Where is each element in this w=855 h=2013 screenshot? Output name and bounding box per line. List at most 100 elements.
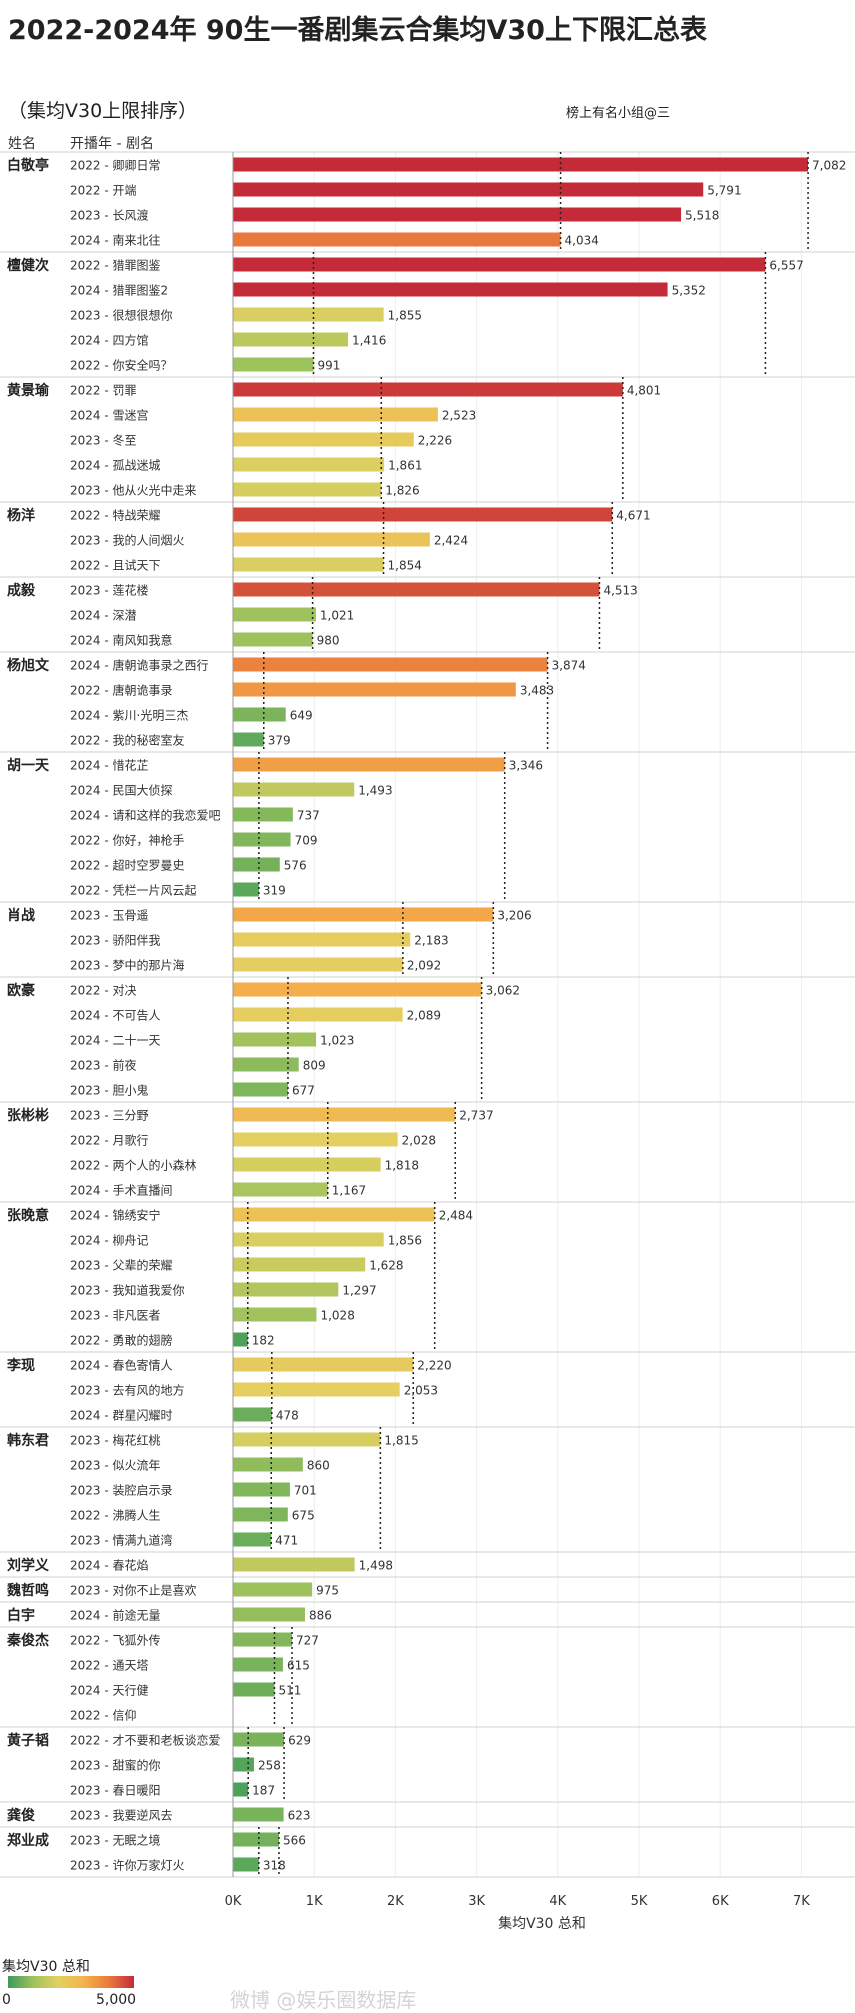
bar [233,182,704,197]
bar-value-label: 2,089 [407,1009,441,1023]
bar [233,1332,248,1347]
show-label: 2023 - 父辈的荣耀 [70,1258,173,1273]
bar-value-label: 6,557 [769,259,803,273]
bar [233,682,516,697]
header-name: 姓名 [8,136,36,152]
bar [233,1132,398,1147]
show-label: 2024 - 请和这样的我恋爱吧 [70,808,221,823]
show-label: 2023 - 我的人间烟火 [70,533,185,548]
bar-value-label: 1,167 [332,1184,366,1198]
show-label: 2024 - 孤战迷城 [70,459,161,473]
bar [233,957,403,972]
show-label: 2022 - 对决 [70,984,137,998]
bar-value-label: 1,856 [388,1234,422,1248]
bar-value-label: 1,498 [359,1559,393,1573]
show-label: 2023 - 情满九道湾 [70,1533,173,1548]
show-label: 2022 - 通天塔 [70,1659,149,1673]
show-label: 2024 - 南来北往 [70,233,161,248]
legend-min: 0 [2,1992,11,2008]
show-label: 2024 - 春花焰 [70,1558,149,1573]
bar [233,1582,313,1597]
bar-value-label: 3,062 [486,984,520,998]
group-name: 李现 [6,1357,35,1374]
group-name: 魏哲鸣 [6,1582,49,1599]
bar [233,1282,339,1297]
bar [233,632,313,647]
bar [233,407,438,422]
show-label: 2022 - 你好，神枪手 [70,833,185,848]
bar-value-label: 3,483 [520,684,554,698]
group-name: 成毅 [7,582,36,599]
bar-value-label: 2,737 [459,1109,493,1123]
bar-value-label: 5,791 [707,184,741,198]
show-label: 2023 - 很想很想你 [70,308,173,323]
bar [233,482,382,497]
bar-value-label: 258 [258,1759,281,1773]
bar-value-label: 7,082 [812,159,846,173]
bar [233,1807,284,1822]
bar-value-label: 1,297 [342,1284,376,1298]
show-label: 2022 - 沸腾人生 [70,1508,161,1523]
bar-value-label: 576 [284,859,307,873]
show-label: 2024 - 二十一天 [70,1034,161,1048]
show-label: 2022 - 卿卿日常 [70,159,161,173]
group-name: 龚俊 [7,1807,35,1824]
bar [233,1782,249,1797]
legend-title: 集均V30 总和 [2,1959,90,1975]
show-label: 2023 - 玉骨遥 [70,909,149,923]
bar-value-label: 2,523 [442,409,476,423]
bar-value-label: 1,628 [369,1259,403,1273]
bar [233,1832,279,1847]
group-name: 杨旭文 [7,657,50,674]
bar-value-label: 5,518 [685,209,719,223]
x-tick-label: 3K [468,1894,485,1909]
group-name: 胡一天 [7,757,50,774]
bar-value-label: 2,183 [414,934,448,948]
show-label: 2024 - 南风知我意 [70,633,173,648]
show-label: 2023 - 非凡医者 [70,1309,161,1323]
bar-value-label: 2,092 [407,959,441,973]
bar [233,332,348,347]
bar [233,157,809,172]
bar-value-label: 478 [276,1409,299,1423]
show-label: 2022 - 猎罪图鉴 [70,259,161,273]
show-label: 2022 - 月歌行 [70,1133,149,1148]
bar-value-label: 1,854 [388,559,422,573]
bar [233,1257,366,1272]
show-label: 2024 - 惜花芷 [70,758,149,773]
bar-value-label: 677 [292,1084,315,1098]
bar-value-label: 566 [283,1834,306,1848]
legend-color-scale [8,1976,134,1988]
show-label: 2024 - 群星闪耀时 [70,1409,173,1423]
bar [233,1657,283,1672]
bar [233,1857,259,1872]
bar-value-label: 2,484 [439,1209,473,1223]
bar-value-label: 1,815 [384,1434,418,1448]
bar-value-label: 809 [303,1059,326,1073]
bar [233,282,668,297]
show-label: 2023 - 装腔启示录 [70,1483,173,1498]
x-tick-label: 1K [306,1894,323,1909]
bar [233,307,384,322]
show-label: 2022 - 凭栏一片风云起 [70,883,197,898]
x-axis-label: 集均V30 总和 [498,1915,586,1932]
show-label: 2022 - 勇敢的翅膀 [70,1333,173,1348]
show-label: 2023 - 前夜 [70,1058,137,1073]
show-label: 2023 - 甜蜜的你 [70,1758,161,1773]
show-label: 2023 - 胆小鬼 [70,1083,149,1098]
group-name: 白宇 [7,1607,35,1624]
bar-value-label: 737 [297,809,320,823]
bar-value-label: 2,053 [404,1384,438,1398]
bar [233,1382,400,1397]
show-label: 2023 - 去有风的地方 [70,1383,185,1398]
bar [233,357,314,372]
header-show: 开播年 - 剧名 [70,136,154,152]
show-label: 2022 - 且试天下 [70,558,161,573]
bar-value-label: 319 [263,884,286,898]
bar [233,1307,317,1322]
show-label: 2022 - 我的秘密室友 [70,733,185,748]
chart-credit: 榜上有名小组@三 [566,106,671,121]
show-label: 2023 - 他从火光中走来 [70,483,197,498]
bar-value-label: 3,874 [552,659,586,673]
bar-value-label: 1,021 [320,609,354,623]
